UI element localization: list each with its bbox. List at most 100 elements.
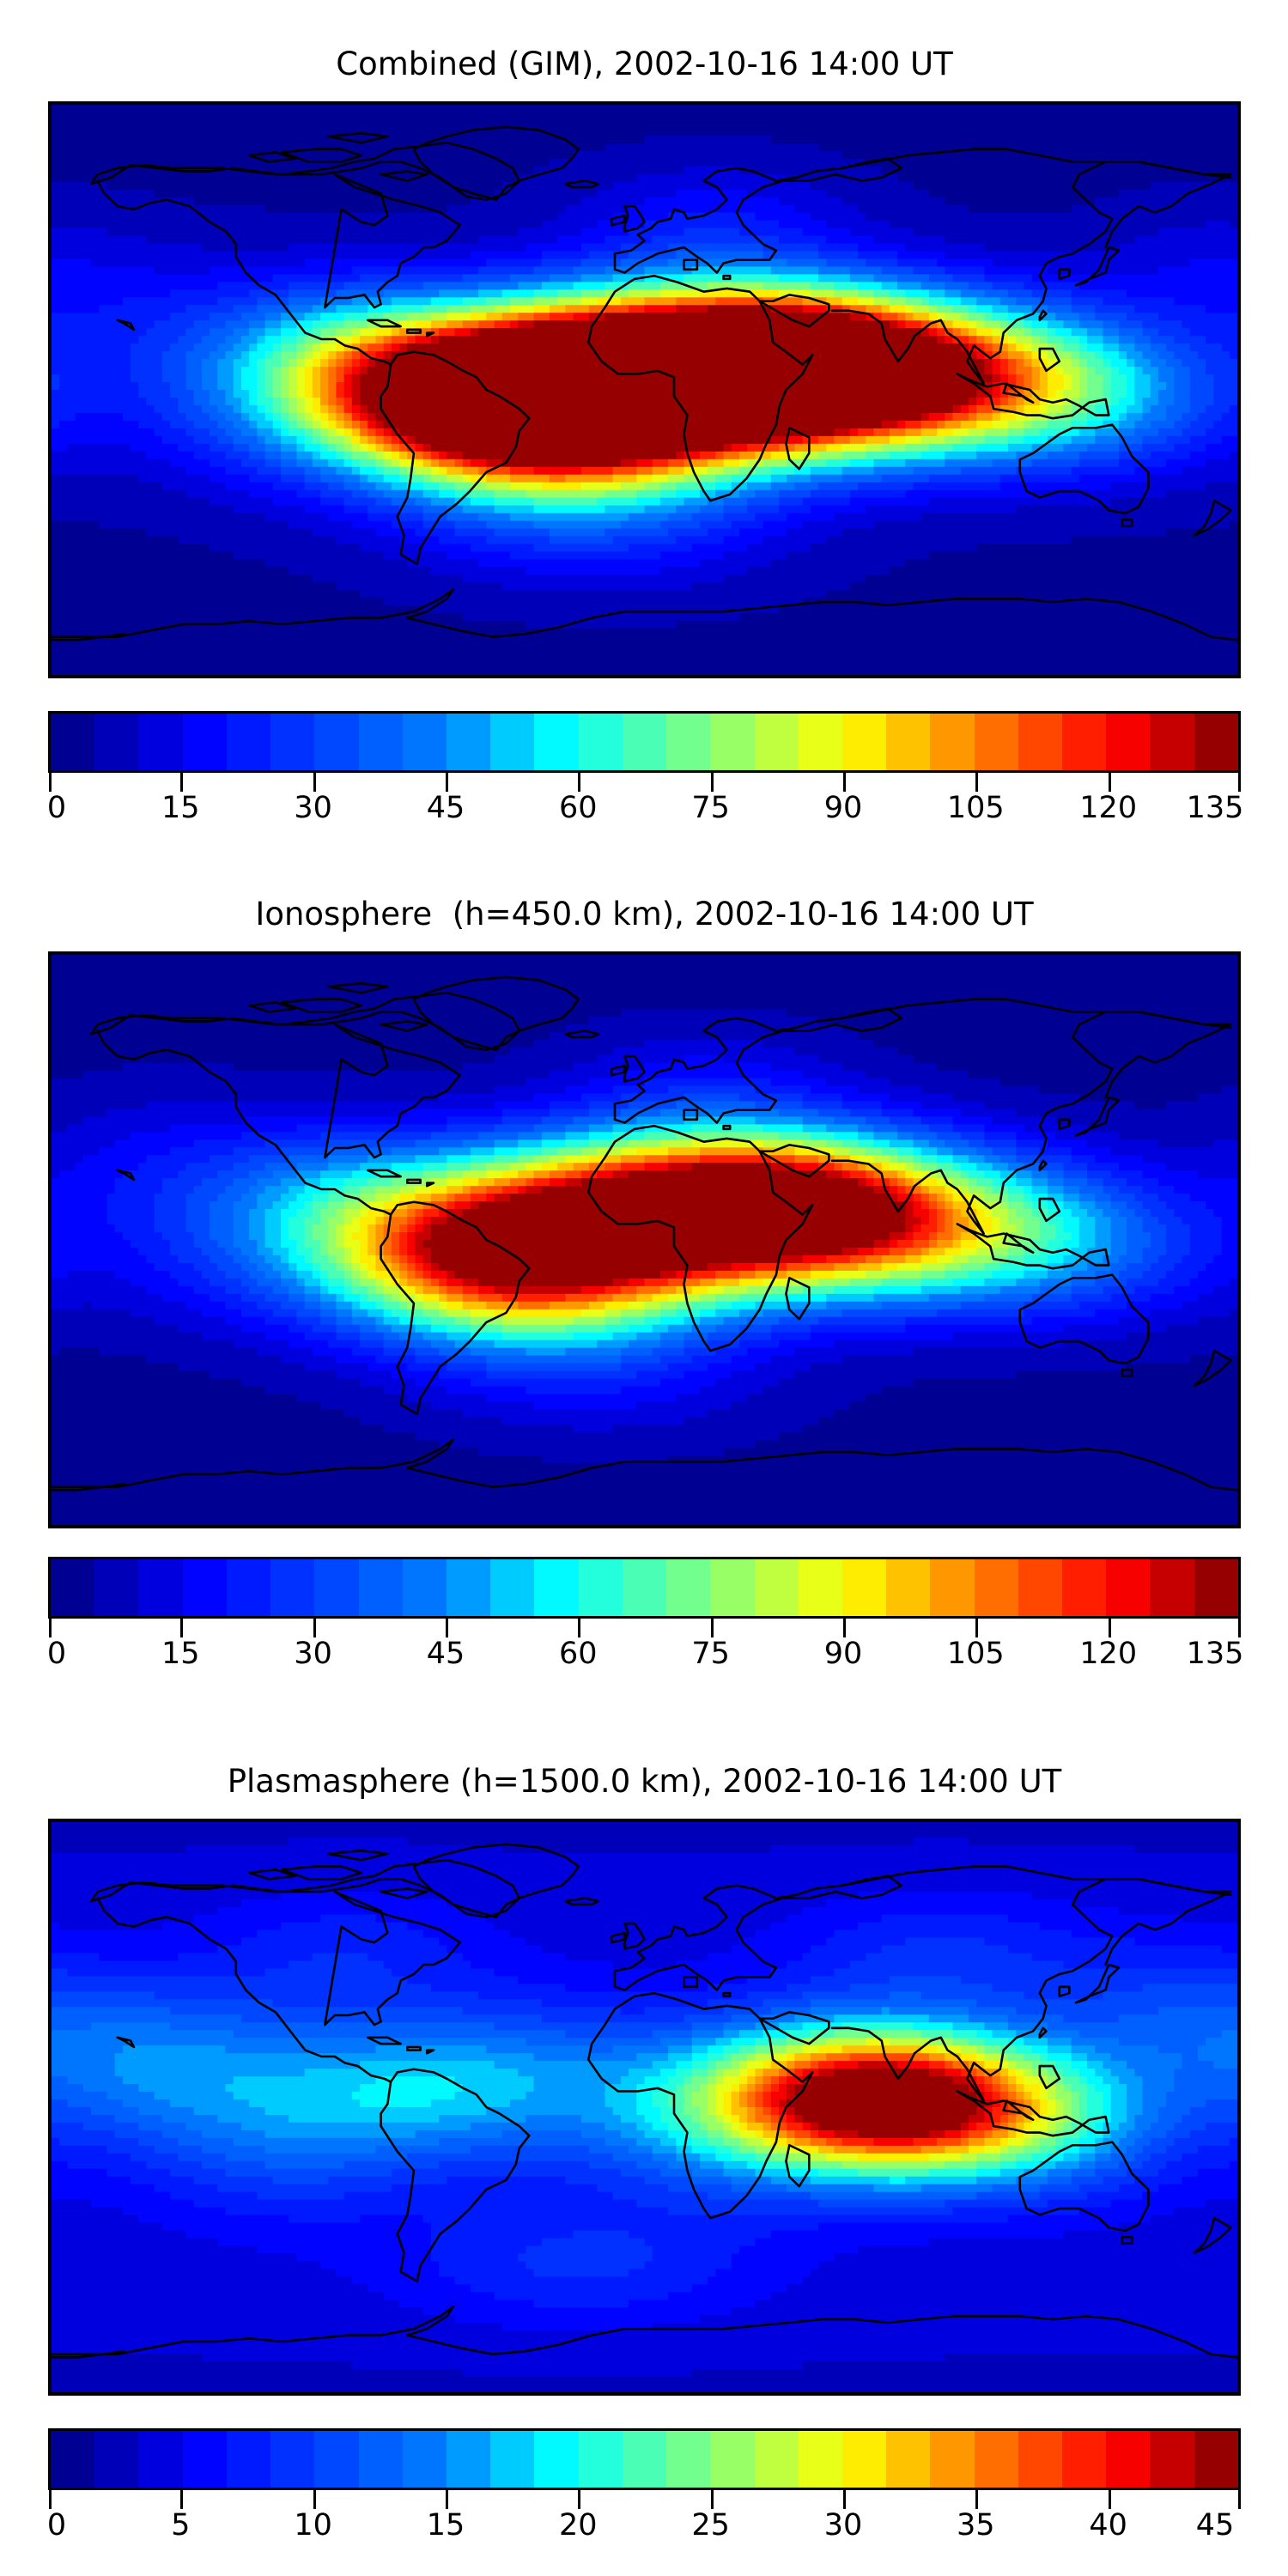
- colorbar-band: [402, 1559, 447, 1616]
- colorbar-tick-label: 15: [161, 1637, 200, 1671]
- tec-field: [52, 105, 1237, 675]
- colorbar-band: [974, 2431, 1018, 2488]
- colorbar-ticks: [48, 1619, 1241, 1637]
- colorbar-tick: [180, 2490, 184, 2509]
- colorbar-tick-label: 120: [1079, 1637, 1138, 1671]
- colorbar-band: [534, 714, 579, 770]
- colorbar-band: [974, 1559, 1018, 1616]
- colorbar-band: [622, 2431, 667, 2488]
- colorbar-band: [798, 2431, 842, 2488]
- colorbar-band: [226, 2431, 271, 2488]
- map-ionosphere: [48, 951, 1241, 1528]
- colorbar-band: [51, 714, 95, 770]
- colorbar-tick: [446, 2490, 448, 2509]
- colorbar-tick-label: 90: [823, 1637, 863, 1671]
- colorbar-band: [974, 714, 1018, 770]
- colorbar-tick: [180, 1619, 184, 1637]
- colorbar-tick: [180, 773, 184, 792]
- colorbar-tick-label: 15: [426, 2508, 465, 2543]
- colorbar-tick-label: 20: [559, 2508, 598, 2543]
- colorbar-tick: [313, 2490, 316, 2509]
- colorbar-tick-labels: 0 5 10 15 20 25 30 35 40 45: [46, 2508, 1241, 2550]
- colorbar-band: [578, 2431, 623, 2488]
- colorbar-tick: [843, 773, 846, 792]
- colorbar-band: [138, 2431, 183, 2488]
- colorbar-tick: [975, 2490, 979, 2509]
- colorbar-tick-label: 105: [946, 791, 1005, 825]
- colorbar-tick-labels: 0 15 30 45 60 75 90 105 120 135: [46, 1637, 1244, 1679]
- map-inner: [52, 105, 1237, 675]
- colorbar-band: [1018, 2431, 1063, 2488]
- colorbar-tick: [1238, 773, 1241, 792]
- colorbar-band: [754, 2431, 799, 2488]
- colorbar-tick: [49, 1619, 52, 1637]
- colorbar-band: [402, 714, 447, 770]
- colorbar-band: [622, 714, 667, 770]
- colorbar-band: [534, 2431, 579, 2488]
- colorbar-band: [490, 1559, 535, 1616]
- map-inner: [52, 955, 1237, 1525]
- panel-title-combined-gim: Combined (GIM), 2002-10-16 14:00 UT: [336, 46, 953, 82]
- colorbar-band: [51, 2431, 95, 2488]
- colorbar-gradient: [48, 2428, 1241, 2490]
- colorbar-tick: [49, 773, 52, 792]
- colorbar-tick: [313, 1619, 316, 1637]
- colorbar-band: [930, 714, 975, 770]
- colorbar-band: [1194, 1559, 1238, 1616]
- colorbar-tick: [975, 1619, 979, 1637]
- colorbar-ticks: [48, 773, 1241, 792]
- colorbar-tick-label: 10: [294, 2508, 332, 2543]
- colorbar-band: [930, 2431, 975, 2488]
- colorbar-tick-label: 35: [957, 2508, 995, 2543]
- colorbar-tick-label: 135: [1186, 791, 1244, 825]
- colorbar-tick: [843, 2490, 846, 2509]
- colorbar-band: [226, 1559, 271, 1616]
- colorbar-band: [446, 1559, 491, 1616]
- map-inner: [52, 1822, 1237, 2392]
- colorbar-band: [490, 2431, 535, 2488]
- colorbar-tick-labels: 0 15 30 45 60 75 90 105 120 135: [47, 791, 1244, 833]
- tec-field: [52, 1822, 1237, 2392]
- tec-field: [52, 955, 1237, 1525]
- colorbar-band: [138, 714, 183, 770]
- colorbar-band: [666, 714, 711, 770]
- colorbar-band: [182, 714, 227, 770]
- colorbar-band: [754, 1559, 799, 1616]
- panel-title-ionosphere: Ionosphere (h=450.0 km), 2002-10-16 14:0…: [255, 896, 1034, 933]
- colorbar-band: [314, 714, 359, 770]
- colorbar-band: [666, 1559, 711, 1616]
- colorbar-band: [446, 714, 491, 770]
- colorbar-band: [578, 1559, 623, 1616]
- colorbar-tick-label: 25: [691, 2508, 730, 2543]
- colorbar-tick: [313, 773, 316, 792]
- colorbar-gradient: [48, 711, 1241, 773]
- colorbar-band: [182, 2431, 227, 2488]
- colorbar-tick-label: 120: [1079, 791, 1138, 825]
- colorbar-band: [1150, 714, 1194, 770]
- colorbar-band: [841, 2431, 887, 2488]
- colorbar-band: [1106, 2431, 1151, 2488]
- colorbar-tick-label: 135: [1186, 1637, 1244, 1671]
- colorbar-tick-label: 0: [46, 2508, 67, 2543]
- colorbar-ticks: [48, 2490, 1241, 2509]
- colorbar-tick: [710, 2490, 714, 2509]
- map-combined-gim: [48, 101, 1241, 678]
- coastlines: [52, 125, 1237, 641]
- colorbar-band: [358, 2431, 403, 2488]
- map-plasmasphere: [48, 1819, 1241, 2396]
- colorbar-band: [314, 2431, 359, 2488]
- colorbar-tick-label: 75: [691, 1637, 730, 1671]
- colorbar-band: [94, 2431, 139, 2488]
- colorbar-band: [446, 2431, 491, 2488]
- colorbar-tick: [710, 1619, 714, 1637]
- colorbar-band: [1106, 714, 1151, 770]
- colorbar-band: [930, 1559, 975, 1616]
- colorbar-tick-label: 0: [46, 1637, 67, 1671]
- colorbar-band: [710, 2431, 755, 2488]
- colorbar-tick: [843, 1619, 846, 1637]
- coastlines: [52, 1843, 1237, 2359]
- colorbar-band: [886, 2431, 931, 2488]
- coastlines: [52, 975, 1237, 1492]
- colorbar-band: [1194, 2431, 1238, 2488]
